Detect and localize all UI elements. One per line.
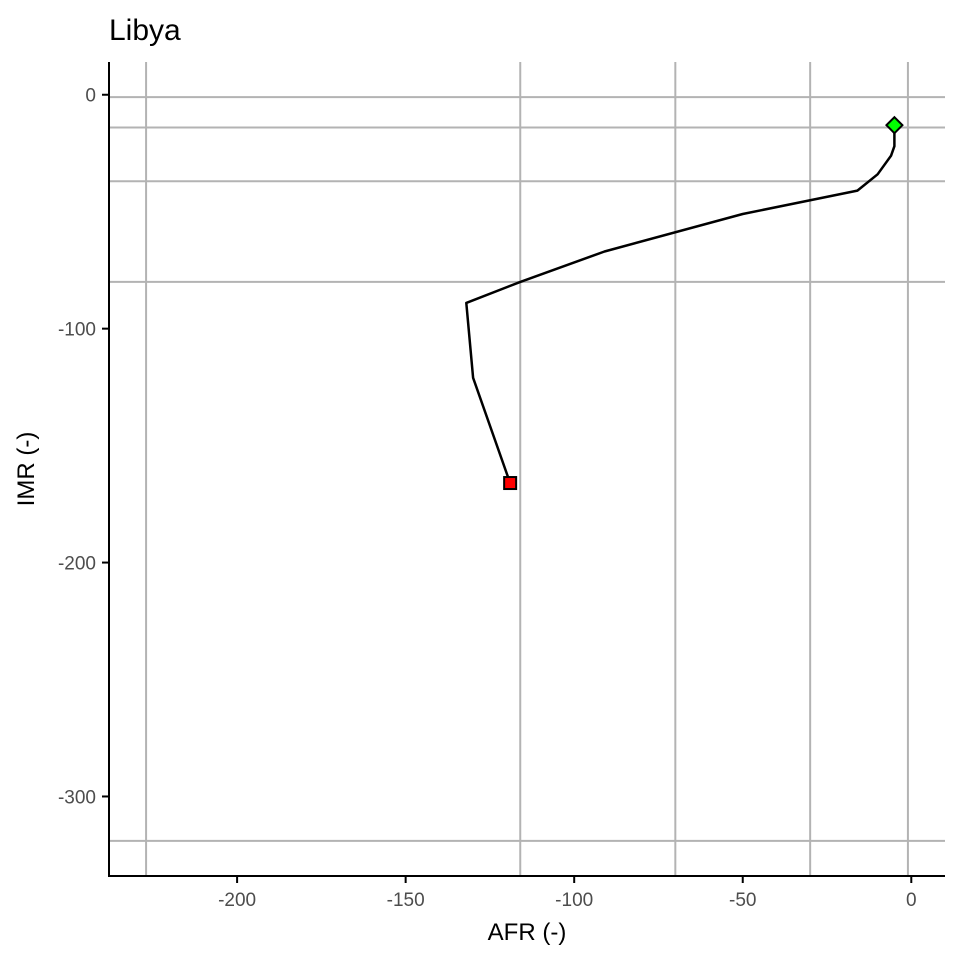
- series-line: [465, 125, 896, 484]
- chart-title: Libya: [109, 14, 181, 47]
- x-tick-label: -100: [555, 890, 593, 911]
- x-tick-label: 0: [906, 890, 917, 911]
- y-tick-label: 0: [85, 86, 96, 107]
- y-axis-label: IMR (-): [13, 432, 40, 507]
- data-layer: [465, 115, 904, 491]
- x-tick-label: -150: [387, 890, 425, 911]
- y-tick-label: -200: [58, 554, 96, 575]
- axes: -200 -150 -100 -50 0 0 -100 -200 -300: [58, 62, 945, 911]
- x-tick-label: -50: [729, 890, 756, 911]
- end-point-marker: [885, 115, 904, 135]
- y-tick-label: -100: [58, 320, 96, 341]
- start-point-marker: [503, 476, 518, 491]
- reference-lines: [109, 62, 945, 876]
- y-tick-label: -300: [58, 787, 96, 808]
- x-axis-label: AFR (-): [488, 919, 567, 946]
- x-tick-label: -200: [218, 890, 256, 911]
